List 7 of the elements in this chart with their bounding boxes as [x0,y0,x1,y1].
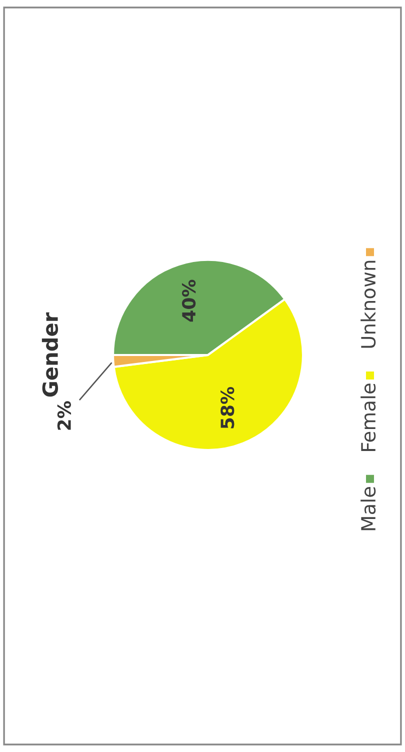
legend-label: Unknown [360,260,376,348]
data-label: 40% [182,280,196,322]
data-label: 58% [220,386,234,428]
legend-label: Male [360,486,376,530]
legend-label: Female [360,384,376,451]
text: Gender [42,312,58,397]
data-label: 2% [57,401,72,430]
